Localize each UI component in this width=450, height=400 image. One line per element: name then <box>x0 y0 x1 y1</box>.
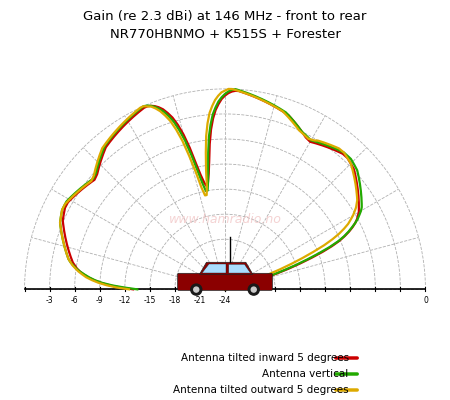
Circle shape <box>191 284 202 295</box>
Polygon shape <box>199 262 253 274</box>
Text: Antenna tilted outward 5 degrees: Antenna tilted outward 5 degrees <box>173 385 349 395</box>
Text: Antenna vertical: Antenna vertical <box>262 369 349 379</box>
Text: -15: -15 <box>144 296 156 305</box>
Text: -6: -6 <box>71 296 78 305</box>
FancyBboxPatch shape <box>178 273 272 290</box>
Polygon shape <box>229 264 251 273</box>
Circle shape <box>194 287 199 292</box>
Text: -24: -24 <box>219 296 231 305</box>
Text: -18: -18 <box>169 296 181 305</box>
Circle shape <box>251 287 256 292</box>
Text: -12: -12 <box>119 296 131 305</box>
Text: -9: -9 <box>96 296 104 305</box>
Text: NR770HBNMO + K515S + Forester: NR770HBNMO + K515S + Forester <box>109 28 341 41</box>
Circle shape <box>248 284 259 295</box>
Polygon shape <box>202 264 226 273</box>
Text: www.hamradio.no: www.hamradio.no <box>169 213 281 226</box>
Text: Gain (re 2.3 dBi) at 146 MHz - front to rear: Gain (re 2.3 dBi) at 146 MHz - front to … <box>83 10 367 23</box>
Text: 0: 0 <box>423 296 428 305</box>
Text: -21: -21 <box>194 296 206 305</box>
Text: -3: -3 <box>46 296 54 305</box>
Text: Antenna tilted inward 5 degrees: Antenna tilted inward 5 degrees <box>180 353 349 363</box>
